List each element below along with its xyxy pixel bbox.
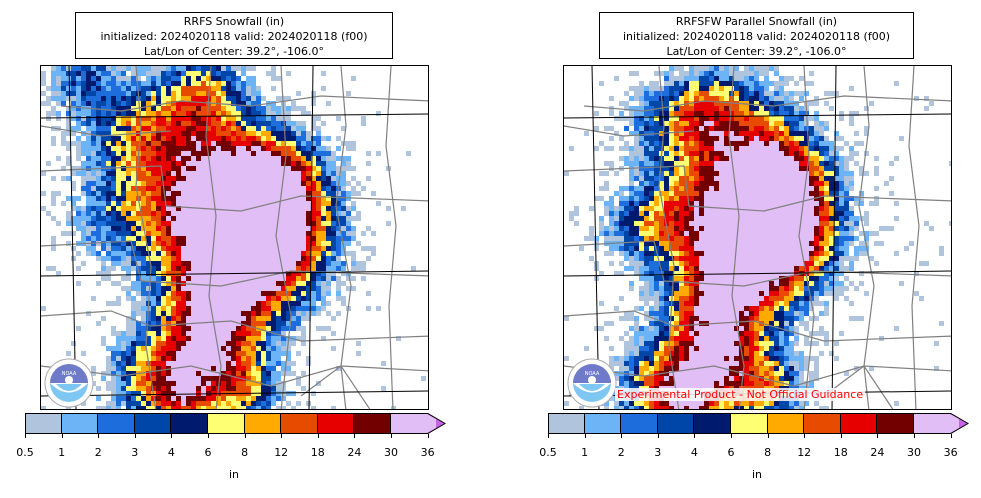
panel-title: RRFSFW Parallel Snowfall (in)	[675, 15, 838, 28]
colorbar-segment	[354, 413, 391, 434]
colorbar-segment	[317, 413, 355, 434]
colorbar-segment	[25, 413, 62, 434]
noaa-logo-icon: NOAA	[44, 358, 94, 408]
colorbar-tick	[391, 434, 392, 438]
colorbar-tick-label: 18	[833, 446, 848, 459]
colorbar-tick-label: 4	[690, 446, 698, 459]
colorbar-segment	[134, 413, 172, 434]
county-boundaries	[564, 66, 951, 409]
snowfall-map-canvas	[41, 66, 428, 409]
snowfall-field	[564, 66, 951, 409]
colorbar-tick	[244, 434, 246, 438]
colorbar-tick-label: 1	[58, 446, 66, 459]
colorbar-segment	[767, 413, 805, 434]
county-boundaries	[41, 66, 428, 409]
colorbar-tick-label: 12	[274, 446, 289, 459]
colorbar-segment	[584, 413, 622, 434]
colorbar-unit: in	[751, 468, 763, 481]
colorbar-tick-label: 12	[797, 446, 812, 459]
colorbar-tick	[621, 434, 623, 438]
colorbar-tick	[281, 434, 283, 438]
colorbar-tick	[877, 434, 879, 438]
colorbar-tick	[354, 434, 356, 438]
panel-center: Lat/Lon of Center: 39.2°, -106.0°	[143, 45, 325, 58]
snowfall-map-canvas	[564, 66, 951, 409]
colorbar	[25, 413, 446, 434]
colorbar-tick-label: 2	[94, 446, 102, 459]
colorbar-segment	[621, 413, 658, 434]
colorbar-tick-label: 8	[241, 446, 249, 459]
colorbar-tick-label: 8	[764, 446, 772, 459]
panel-init-valid: initialized: 2024020118 valid: 202402011…	[623, 30, 890, 43]
colorbar-tick-label: 3	[131, 446, 139, 459]
colorbar-tick-label: 30	[384, 446, 398, 459]
snowfall-map	[40, 65, 429, 410]
colorbar-segment	[391, 413, 428, 434]
colorbar-segment	[244, 413, 282, 434]
colorbar-segment	[877, 413, 914, 434]
colorbar-tick-label: 30	[907, 446, 921, 459]
right-panel: RRFSFW Parallel Snowfall (in) initialize…	[490, 0, 980, 498]
colorbar-tick-label: 18	[310, 446, 325, 459]
left-panel: RRFS Snowfall (in) initialized: 20240201…	[0, 0, 490, 498]
experimental-notice: Experimental Product - Not Official Guid…	[615, 388, 866, 401]
colorbar-segment	[208, 413, 245, 434]
colorbar-tick	[548, 434, 549, 438]
colorbar-segment	[98, 413, 135, 434]
colorbar-tick	[427, 434, 429, 438]
panel-title-box: RRFSFW Parallel Snowfall (in) initialize…	[599, 12, 914, 59]
colorbar-tick	[61, 434, 63, 438]
colorbar-tick-label: 6	[727, 446, 735, 459]
colorbar-tick	[208, 434, 209, 438]
snowfall-map	[563, 65, 952, 410]
colorbar-tick-label: 24	[347, 446, 362, 459]
colorbar-unit: in	[228, 468, 240, 481]
colorbar-tick	[657, 434, 659, 438]
svg-text:NOAA: NOAA	[62, 371, 77, 377]
colorbar-tick-label: 1	[581, 446, 589, 459]
panel-init-valid: initialized: 2024020118 valid: 202402011…	[100, 30, 368, 43]
colorbar-tick	[317, 434, 319, 438]
colorbar	[548, 413, 969, 434]
colorbar-tick-label: 0.5	[16, 446, 34, 459]
panel-title: RRFS Snowfall (in)	[183, 15, 285, 28]
panel-center: Lat/Lon of Center: 39.2°, -106.0°	[666, 45, 847, 58]
colorbar-tick-label: 36	[943, 446, 958, 459]
colorbar-segment	[548, 413, 585, 434]
colorbar-tick	[767, 434, 769, 438]
colorbar-segment	[281, 413, 318, 434]
colorbar-tick	[950, 434, 952, 438]
colorbar-segment	[171, 413, 208, 434]
colorbar-tick	[694, 434, 696, 438]
colorbar-tick-label: 36	[420, 446, 435, 459]
colorbar-segment	[657, 413, 695, 434]
colorbar-tick-label: 24	[870, 446, 885, 459]
colorbar-tick	[171, 434, 173, 438]
colorbar-extend-arrow	[949, 413, 969, 434]
noaa-logo-icon: NOAA	[567, 358, 617, 408]
colorbar-tick	[584, 434, 586, 438]
colorbar-tick-label: 0.5	[539, 446, 557, 459]
colorbar-extend-arrow	[426, 413, 446, 434]
colorbar-tick	[804, 434, 806, 438]
colorbar-tick-label: 6	[204, 446, 212, 459]
colorbar-segment	[61, 413, 99, 434]
colorbar-segment	[731, 413, 768, 434]
colorbar-segment	[804, 413, 841, 434]
colorbar-segment	[694, 413, 731, 434]
colorbar-tick	[914, 434, 915, 438]
panel-title-box: RRFS Snowfall (in) initialized: 20240201…	[75, 12, 393, 59]
colorbar-tick-label: 2	[617, 446, 625, 459]
colorbar-tick-label: 4	[167, 446, 175, 459]
colorbar-segment	[914, 413, 951, 434]
colorbar-tick	[731, 434, 732, 438]
snowfall-field	[41, 66, 426, 409]
colorbar-tick	[98, 434, 100, 438]
state-boundaries	[41, 66, 428, 409]
colorbar-tick	[25, 434, 26, 438]
colorbar-tick-label: 3	[654, 446, 662, 459]
colorbar-segment	[840, 413, 878, 434]
colorbar-tick	[840, 434, 842, 438]
colorbar-tick	[134, 434, 136, 438]
